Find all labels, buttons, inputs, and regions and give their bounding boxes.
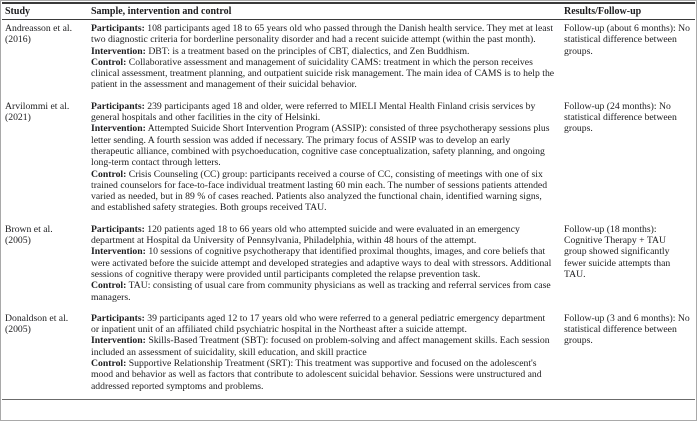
- control-text: Crisis Counseling (CC) group: participan…: [91, 168, 548, 214]
- header-row: Study Sample, intervention and control R…: [2, 2, 695, 20]
- intervention-paragraph: Intervention: DBT: is a treatment based …: [91, 46, 555, 57]
- intervention-label: Intervention:: [91, 335, 146, 347]
- column-header-study: Study: [2, 2, 88, 20]
- intervention-label: Intervention:: [91, 123, 146, 135]
- control-text: Collaborative assessment and management …: [91, 56, 555, 91]
- control-label: Control:: [91, 358, 127, 370]
- intervention-paragraph: Intervention: 10 sessions of cognitive p…: [91, 246, 555, 280]
- sample-cell: Participants: 239 participants aged 18 a…: [88, 98, 561, 221]
- participants-text: 239 participants aged 18 and older, were…: [91, 100, 536, 124]
- participants-label: Participants:: [91, 312, 145, 324]
- participants-label: Participants:: [91, 23, 145, 34]
- intervention-paragraph: Intervention: Skills-Based Treatment (SB…: [91, 335, 555, 358]
- participants-paragraph: Participants: 39 participants aged 12 to…: [91, 313, 555, 336]
- table-row: Donaldson et al. (2005) Participants: 39…: [2, 309, 695, 400]
- table-row: Andreasson et al. (2016) Participants: 1…: [2, 20, 695, 98]
- sample-cell: Participants: 120 patients aged 18 to 66…: [88, 221, 561, 310]
- intervention-label: Intervention:: [91, 246, 146, 258]
- control-paragraph: Control: Collaborative assessment and ma…: [91, 57, 555, 91]
- participants-paragraph: Participants: 239 participants aged 18 a…: [91, 101, 555, 124]
- table-header: Study Sample, intervention and control R…: [2, 2, 695, 20]
- column-header-sample: Sample, intervention and control: [88, 2, 561, 20]
- intervention-text: Attempted Suicide Short Intervention Pro…: [91, 123, 550, 169]
- intervention-text: DBT: is a treatment based on the princip…: [148, 45, 470, 57]
- studies-table: Study Sample, intervention and control R…: [2, 2, 695, 400]
- results-cell: Follow-up (24 months): No statistical di…: [564, 100, 677, 135]
- control-label: Control:: [91, 168, 127, 180]
- study-cell: Andreasson et al. (2016): [5, 23, 72, 46]
- sample-cell: Participants: 39 participants aged 12 to…: [88, 309, 561, 400]
- participants-paragraph: Participants: 108 participants aged 18 t…: [91, 23, 555, 46]
- results-cell: Follow-up (18 months): Cognitive Therapy…: [564, 223, 671, 280]
- participants-text: 39 participants aged 12 to 17 years old …: [91, 312, 546, 336]
- control-paragraph: Control: Supportive Relationship Treatme…: [91, 358, 555, 392]
- participants-paragraph: Participants: 120 patients aged 18 to 66…: [91, 224, 555, 247]
- intervention-text: Skills-Based Treatment (SBT): focused on…: [91, 335, 550, 358]
- table-row: Brown et al. (2005) Participants: 120 pa…: [2, 221, 695, 310]
- results-cell: Follow-up (3 and 6 months): No statistic…: [561, 309, 695, 400]
- control-label: Control:: [91, 56, 127, 68]
- sample-cell: Participants: 108 participants aged 18 t…: [88, 20, 561, 98]
- control-text: Supportive Relationship Treatment (SRT):…: [91, 358, 542, 392]
- study-cell: Donaldson et al. (2005): [2, 309, 88, 400]
- table-row: Arvilommi et al. (2021) Participants: 23…: [2, 98, 695, 221]
- study-cell: Brown et al. (2005): [5, 223, 53, 247]
- control-text: TAU: consisting of usual care from commu…: [91, 280, 551, 303]
- intervention-text: 10 sessions of cognitive psychotherapy t…: [91, 246, 552, 280]
- participants-label: Participants:: [91, 100, 145, 112]
- intervention-label: Intervention:: [91, 45, 146, 57]
- intervention-paragraph: Intervention: Attempted Suicide Short In…: [91, 123, 555, 168]
- results-cell: Follow-up (about 6 months): No statistic…: [564, 23, 690, 57]
- control-label: Control:: [91, 280, 127, 292]
- control-paragraph: Control: Crisis Counseling (CC) group: p…: [91, 169, 555, 214]
- participants-text: 120 patients aged 18 to 66 years old who…: [91, 223, 520, 247]
- study-cell: Arvilommi et al. (2021): [5, 100, 70, 124]
- participants-text: 108 participants aged 18 to 65 years old…: [91, 23, 554, 46]
- column-header-results: Results/Follow-up: [561, 2, 695, 20]
- control-paragraph: Control: TAU: consisting of usual care f…: [91, 280, 555, 303]
- participants-label: Participants:: [91, 223, 145, 235]
